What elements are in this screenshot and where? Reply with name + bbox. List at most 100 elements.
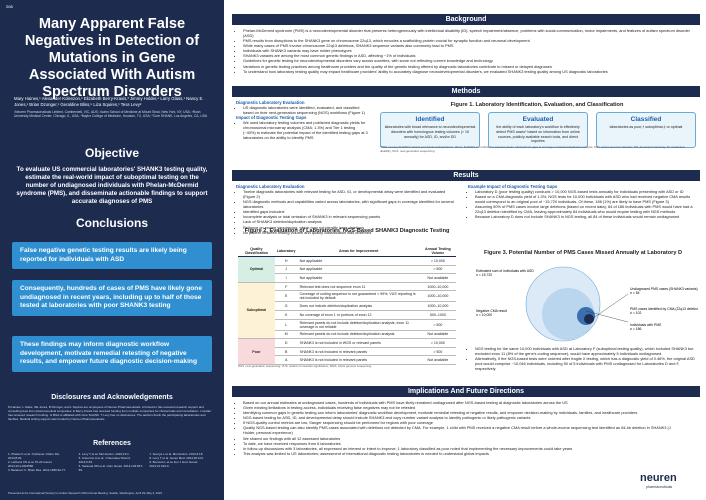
background-item: To understand how laboratory testing qua…	[243, 69, 698, 74]
background-item: SHANK3 variants are among the most commo…	[243, 53, 698, 58]
figure2-footnote: NGS, next-generation sequencing; VUS, va…	[238, 364, 373, 368]
background-item: Guidelines for genetic testing for neuro…	[243, 58, 698, 63]
results-left: Diagnostic Laboratory EvaluationTwelve d…	[236, 184, 458, 235]
objective-text: To evaluate US commercial laboratories' …	[16, 166, 208, 206]
methods-heading: Methods	[232, 86, 700, 97]
implication-item: This analysis was limited to US laborato…	[243, 451, 676, 456]
volume: 1000–10,000	[419, 301, 456, 311]
quality-class: Poor	[238, 338, 275, 365]
volume: > 10,000	[419, 338, 456, 348]
figure3-label: Undiagnosed PMS cases (SHANK3 variants) n…	[630, 287, 698, 295]
laboratory: M	[274, 330, 298, 340]
implication-item: To date, we have received responses from…	[243, 441, 676, 446]
figure3-label: PMS cases identified by CMA (22q13 delet…	[630, 307, 698, 315]
volume: 500–1000	[419, 310, 456, 320]
methods-list: US diagnostic laboratories were identifi…	[236, 105, 368, 115]
methods-subheading: Diagnostic Laboratory Evaluation	[236, 100, 305, 105]
results-item: Twelve diagnostic laboratories with rele…	[243, 189, 458, 199]
figure1-footnote: *PMS-causing SHANK3 variants and deletio…	[380, 145, 685, 153]
leader	[591, 293, 629, 320]
volume: Not available	[419, 273, 456, 283]
column-header: Annual Testing Volume	[419, 246, 456, 257]
area: Not applicable	[297, 273, 420, 283]
results-item: Laboratory D (poor testing quality) cond…	[475, 189, 698, 194]
figure3-label: Individuals with PMS n = 186	[630, 323, 662, 331]
volume: 1000–10,000	[419, 290, 456, 303]
column-header: Areas for Improvement	[297, 246, 420, 257]
laboratory: K	[274, 310, 298, 320]
laboratory: B	[274, 347, 298, 357]
undiagnosed-circle	[584, 314, 594, 324]
table-row: J Not applicable > 500	[238, 265, 456, 275]
implication-item: Quality NGS-based testing can also ident…	[243, 425, 676, 435]
table-row: M Relevant panels do not include deletion…	[238, 330, 456, 340]
figure3: Estimated sum of individuals with ASD n =…	[476, 266, 698, 342]
area: Not applicable	[297, 265, 420, 275]
disclosures-heading: Disclosures and Acknowledgements	[51, 394, 173, 401]
table-header: Quality Classification Laboratory Areas fo…	[238, 246, 456, 257]
figure3-notes: NGS testing for the same 10,000 individu…	[468, 346, 698, 371]
results-list: Laboratory D (poor testing quality) cond…	[468, 189, 698, 219]
reference: 8. Levy T et al. Genet Med. 2024;26:101.	[149, 456, 204, 461]
reference: 9. Boccuto L et al. Eur J Hum Genet. 201…	[149, 460, 199, 469]
implication-item: If NGS-quality control metrics are low, …	[243, 420, 676, 425]
table-row: E Coverage of coding sequence is not guar…	[238, 290, 456, 303]
laboratory: I	[274, 273, 298, 283]
laboratory: L	[274, 319, 298, 331]
area: Not applicable	[297, 256, 420, 266]
area: Relevant test does not sequence exon 11	[297, 282, 420, 292]
disclosures-text: M Haines, L Glass, NE Jones, B Dzonger, …	[8, 405, 212, 422]
results-item: Incomplete analysis or total omission of…	[243, 214, 458, 219]
left-panel: 208 Many Apparent False Negatives in Det…	[0, 0, 224, 500]
results-item: Based on a CMA diagnostic yield of 1.3%,…	[475, 194, 698, 204]
table-row: L Relevant panels do not include deletion…	[238, 319, 456, 331]
logo: neuren	[640, 472, 677, 484]
background-list: Phelan-McDermid syndrome (PMS) is a neur…	[236, 28, 698, 74]
area: Relevant panels do not include deletion/…	[297, 319, 420, 331]
area: SHANK3 is not included in WGS or relevan…	[297, 338, 420, 348]
methods-item: We used laboratory testing volumes and p…	[243, 120, 368, 140]
authors: Mary Haines,¹ Alexander Kolevzon,² Eliza…	[14, 96, 204, 107]
implications-heading: Implications And Future Directions	[232, 386, 700, 397]
results-right: Example Impact of Diagnostic Testing Gap…	[468, 184, 698, 219]
methods-list: We used laboratory testing volumes and p…	[236, 120, 368, 140]
background-item: Variations in genetic testing practices …	[243, 64, 698, 69]
reference: 2. Leblond CS et al. PLoS Genet. 2014;10…	[8, 460, 53, 469]
methods-item: US diagnostic laboratories were identifi…	[243, 105, 368, 115]
area: SHANK3 is not included in relevant panel…	[297, 347, 420, 357]
reference: 1. Phelan K et al. Orphanet J Rare Dis. …	[8, 452, 60, 461]
area: SHANK3 is not included in relevant panel…	[297, 355, 420, 365]
implication-item: Identifying common gaps in genetic testi…	[243, 410, 676, 415]
laboratory: D	[274, 338, 298, 348]
footer: Presented at the International Society f…	[8, 491, 162, 495]
methods-text: Diagnostic Laboratory EvaluationUS diagn…	[236, 100, 368, 140]
conclusion-box: Consequently, hundreds of cases of PMS h…	[12, 280, 212, 316]
volume: > 10,000	[419, 256, 456, 266]
laboratory: F	[274, 282, 298, 292]
results-subheading: Diagnostic Laboratory Evaluation	[236, 184, 305, 189]
conclusions-heading: Conclusions	[75, 216, 148, 230]
results-item: NGS diagnostic methods and capabilities …	[243, 199, 458, 209]
column-header: Laboratory	[274, 246, 298, 257]
volume: Not available	[419, 355, 456, 365]
background-item: While many cases of PMS involve chromoso…	[243, 43, 698, 48]
background-item: Individuals with SHANK3 variants may hav…	[243, 48, 698, 53]
figure1: Identified laboratories with broad releva…	[380, 112, 696, 149]
area: No coverage of exon 1 or portions of exo…	[297, 310, 420, 320]
reference: 4. Levy T et al. Mol Autism. 2022;13:1.	[78, 452, 130, 456]
reference: 6. Sarasua SM et al. Hum Genet. 2014;133…	[78, 464, 144, 473]
reference: 7. Soorya L et al. Mol Autism. 2013;4:18…	[149, 452, 204, 456]
figure3-label: Estimated sum of individuals with ASD n =…	[476, 269, 534, 277]
laboratory: E	[274, 290, 298, 303]
references-heading: References	[93, 440, 131, 447]
objective-heading: Objective	[84, 146, 140, 160]
volume: > 500	[419, 265, 456, 275]
figure1-box-text: laboratories as poor,† suboptimal,‡ or o…	[609, 125, 683, 130]
quality-class: Suboptimal	[238, 282, 275, 340]
reference: 3. Betancur C. Brain Res. 2011;1380:42-7…	[8, 468, 67, 473]
figure3-note: NGS testing for the same 10,000 individu…	[475, 346, 698, 356]
column-header: Quality Classification	[238, 246, 275, 257]
references: 1. Phelan K et al. Orphanet J Rare Dis. …	[8, 452, 216, 472]
table-row: G Does not include deletion/duplication a…	[238, 301, 456, 311]
figure3-note: Alternatively, if the NGS-based tests we…	[475, 356, 698, 371]
